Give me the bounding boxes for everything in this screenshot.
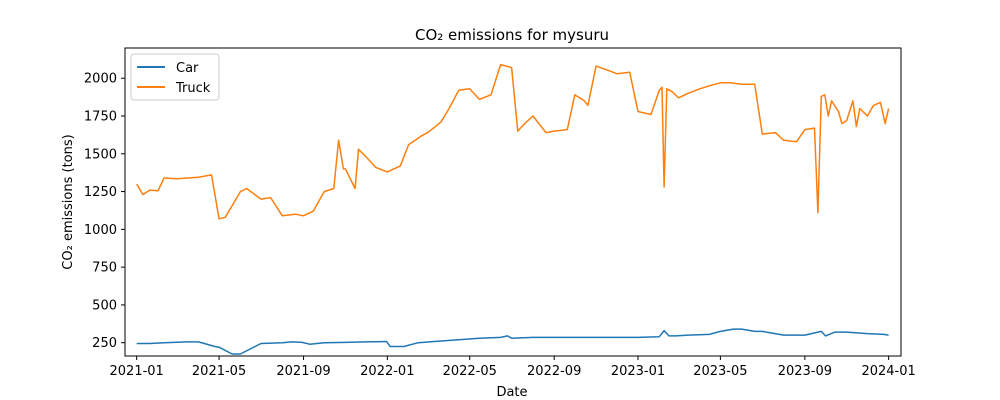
y-tick-label: 250 — [92, 336, 117, 351]
legend-box — [130, 53, 220, 101]
y-tick-label: 750 — [92, 261, 117, 276]
y-tick-label: 1000 — [84, 223, 117, 238]
x-tick-label: 2021-05 — [192, 364, 246, 379]
x-tick-label: 2021-09 — [276, 364, 330, 379]
x-tick-label: 2022-01 — [360, 364, 414, 379]
y-tick-label: 500 — [92, 298, 117, 313]
series-line-car — [136, 328, 889, 355]
series-layer — [136, 63, 890, 355]
y-tick-label: 1750 — [84, 110, 117, 125]
y-axis-label: CO₂ emissions (tons) — [61, 134, 76, 269]
x-tick-label: 2023-01 — [611, 364, 665, 379]
y-axis: 250 500 750 1000 1250 1500 1750 2000 — [84, 72, 125, 351]
x-tick-label: 2024-01 — [861, 364, 915, 379]
legend: Car Truck — [130, 53, 220, 101]
x-tick-label: 2022-09 — [527, 364, 581, 379]
x-axis: 2021-01 2021-05 2021-09 2022-01 2022-05 2022-… — [110, 356, 916, 379]
x-axis-label: Date — [496, 385, 527, 400]
series-line-truck — [136, 63, 890, 220]
chart-title: CO₂ emissions for mysuru — [415, 26, 609, 44]
x-tick-label: 2021-01 — [110, 364, 164, 379]
y-tick-label: 1500 — [84, 147, 117, 162]
y-tick-label: 1250 — [84, 185, 117, 200]
legend-label-car: Car — [176, 61, 199, 76]
plot-area — [124, 47, 902, 357]
x-tick-label: 2023-09 — [778, 364, 832, 379]
x-tick-label: 2022-05 — [443, 364, 497, 379]
x-tick-label: 2023-05 — [693, 364, 747, 379]
plot-frame — [124, 47, 902, 357]
y-tick-label: 2000 — [84, 72, 117, 87]
legend-label-truck: Truck — [175, 81, 211, 96]
